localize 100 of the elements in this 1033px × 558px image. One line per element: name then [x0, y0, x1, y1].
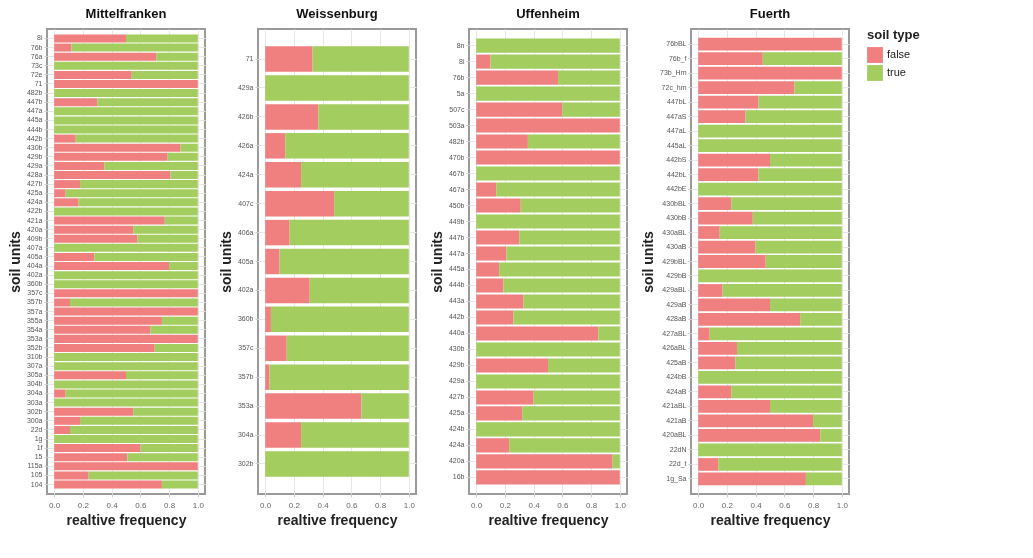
x-axis-title: realtive frequency — [710, 511, 831, 528]
x-tick-label: 0.8 — [808, 500, 820, 510]
bar — [698, 385, 732, 399]
bar — [476, 422, 620, 437]
x-tick-label: 0.0 — [471, 500, 483, 510]
x-tick-label: 0.8 — [586, 500, 598, 510]
bar — [265, 248, 280, 275]
bar — [698, 66, 842, 80]
bar — [54, 98, 98, 107]
bar — [548, 358, 620, 373]
bar — [698, 284, 723, 297]
bar — [54, 34, 126, 43]
bar — [698, 52, 763, 65]
bar — [698, 414, 814, 428]
bar — [758, 168, 842, 181]
legend-label: true — [887, 66, 906, 78]
x-tick-label: 0.4 — [317, 500, 330, 510]
x-tick-label: 0.2 — [288, 500, 301, 510]
bar — [813, 414, 842, 428]
bar — [279, 248, 409, 275]
bar — [794, 81, 842, 94]
bar — [285, 133, 409, 159]
bar — [309, 277, 409, 304]
bar — [698, 240, 756, 254]
bar — [558, 70, 620, 85]
bar — [698, 37, 842, 51]
bar — [476, 86, 620, 101]
bar — [698, 472, 806, 486]
bar — [265, 219, 290, 246]
bar — [698, 197, 732, 210]
bar — [752, 211, 842, 225]
bar — [698, 153, 770, 167]
bar — [698, 182, 842, 196]
bar — [265, 104, 319, 130]
bar — [562, 102, 620, 117]
bar — [719, 226, 842, 239]
bar — [698, 124, 842, 138]
x-axis-title: realtive frequency — [277, 511, 398, 528]
x-tick-label: 0.8 — [164, 500, 176, 510]
bar — [265, 133, 286, 159]
bar — [126, 34, 198, 43]
bar — [476, 166, 620, 181]
x-tick-label: 0.2 — [77, 500, 90, 510]
bar — [698, 429, 821, 442]
bar — [265, 451, 409, 477]
x-tick-label: 0.0 — [49, 500, 61, 510]
bar — [745, 110, 842, 123]
bar — [698, 356, 736, 370]
x-axis-title: realtive frequency — [488, 511, 609, 528]
bar — [698, 110, 746, 123]
bar — [265, 422, 302, 448]
bar — [758, 95, 842, 109]
x-axis-title: realtive frequency — [66, 511, 187, 528]
bar — [698, 327, 710, 341]
bar — [698, 298, 770, 312]
bar — [476, 374, 620, 389]
x-tick-label: 0.6 — [779, 500, 791, 510]
bar — [476, 102, 563, 117]
bar — [522, 406, 620, 421]
bar — [731, 385, 842, 399]
bar — [698, 342, 737, 355]
bar — [54, 389, 66, 398]
bar — [527, 134, 620, 149]
bar — [265, 190, 335, 217]
bar — [265, 75, 409, 101]
bar — [476, 134, 528, 149]
bar — [286, 335, 409, 361]
bar — [820, 429, 842, 442]
x-tick-label: 1.0 — [614, 500, 627, 510]
bar — [762, 52, 842, 65]
bar — [476, 470, 620, 485]
x-tick-label: 0.6 — [135, 500, 147, 510]
bar — [698, 95, 759, 109]
bar — [731, 197, 842, 210]
bar — [88, 471, 198, 480]
bar — [318, 104, 409, 130]
bar — [476, 406, 523, 421]
x-tick-label: 0.4 — [106, 500, 119, 510]
bar — [698, 226, 720, 239]
bar — [265, 277, 310, 304]
bar — [265, 306, 271, 333]
x-tick-label: 0.2 — [499, 500, 512, 510]
bar — [476, 438, 510, 453]
bar — [476, 454, 613, 469]
bar — [698, 443, 842, 457]
bar — [698, 168, 759, 181]
bar — [476, 54, 491, 69]
x-tick-label: 1.0 — [192, 500, 205, 510]
bar — [770, 153, 842, 167]
bar — [476, 70, 559, 85]
chart-title: Weissenburg — [296, 6, 378, 21]
bar — [289, 219, 409, 246]
bar — [509, 438, 620, 453]
bar — [698, 139, 842, 152]
bar — [698, 211, 753, 225]
x-tick-label: 0.0 — [693, 500, 705, 510]
chart-title: Fuerth — [749, 6, 791, 21]
bar — [476, 342, 620, 357]
bar — [301, 162, 409, 188]
x-tick-label: 0.2 — [721, 500, 734, 510]
